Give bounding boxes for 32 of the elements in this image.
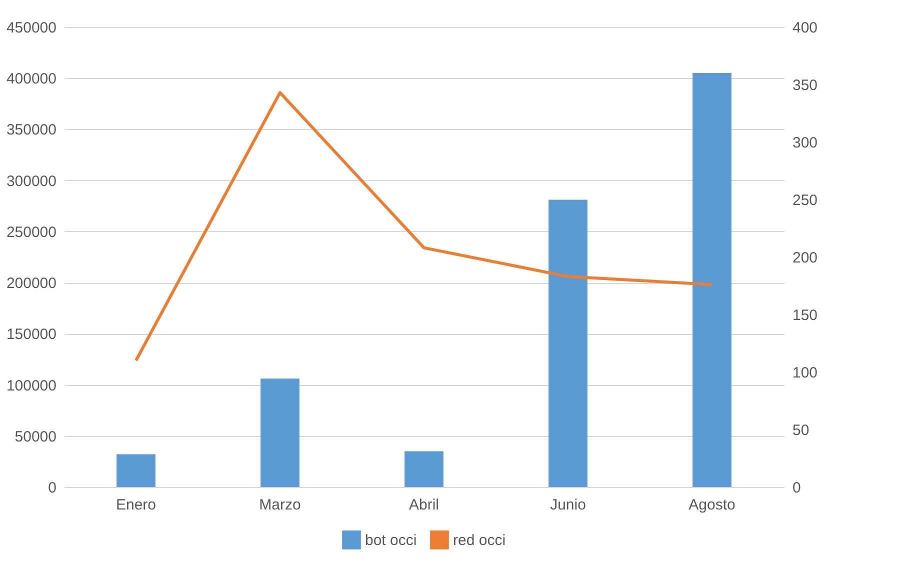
bar [260,378,300,487]
y2-tick-label: 150 [792,307,818,324]
y2-tick-label: 400 [792,20,818,36]
y2-tick-label: 0 [792,480,801,496]
bar [116,454,156,487]
legend-label: bot occi [365,532,417,549]
x-tick-label: Agosto [688,496,736,514]
y2-tick-label: 200 [792,250,818,266]
y-tick-label: 0 [48,480,56,496]
bar [404,451,444,487]
y-tick-label: 150000 [6,326,56,344]
y-tick-label: 250000 [6,224,56,241]
x-tick-label: Abril [408,496,440,514]
legend-label: red occi [453,532,506,549]
y-tick-label: 350000 [6,122,56,139]
bar [692,73,732,487]
y2-tick-label: 100 [792,364,818,382]
y-tick-label: 200000 [6,275,56,292]
y-tick-label: 300000 [6,172,56,190]
bar [548,200,588,487]
y-tick-label: 50000 [14,428,56,446]
line-series [134,91,714,362]
y2-tick-label: 350 [792,77,818,94]
x-tick-label: Junio [550,496,586,514]
x-tick-label: Marzo [259,496,301,514]
x-tick-label: Enero [116,496,156,514]
y2-tick-label: 300 [792,134,818,152]
y-tick-label: 100000 [6,377,56,394]
y2-tick-label: 250 [792,192,818,209]
y2-tick-label: 50 [792,422,810,439]
y-tick-label: 400000 [6,70,56,88]
y-tick-label: 450000 [6,20,56,36]
